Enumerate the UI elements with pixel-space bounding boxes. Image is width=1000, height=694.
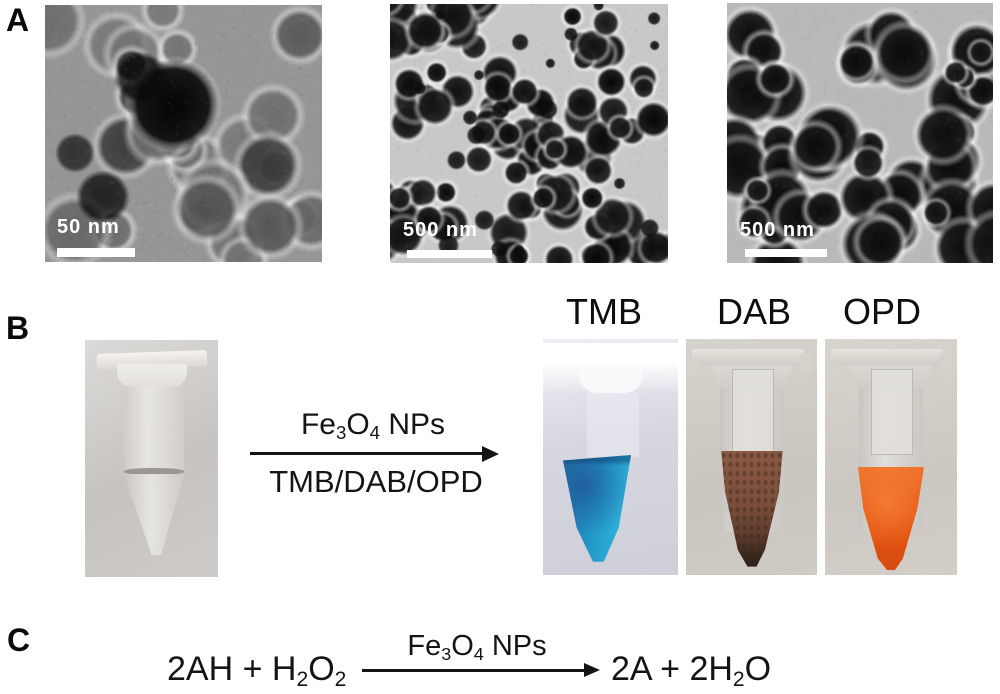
reaction-arrow — [250, 452, 483, 455]
equation-subscript: 2 — [334, 667, 347, 691]
arrowhead-icon — [584, 663, 600, 677]
tube-label-tmb: TMB — [566, 291, 642, 332]
reaction-catalyst-label: Fe3O4 NPs — [301, 408, 445, 443]
tube-cap-tab — [939, 353, 952, 373]
dab-brown-liquid — [721, 451, 783, 567]
tube-cap — [692, 349, 804, 366]
catalyst-text: NPs — [380, 408, 446, 441]
tmb-blue-liquid — [563, 455, 631, 562]
scalebar-label: 500 nm — [403, 219, 478, 241]
catalyst-text: O — [346, 408, 370, 441]
equation-text: 2AH + H — [167, 650, 297, 688]
equation-arrow — [362, 669, 586, 672]
photo-clear-tube — [85, 340, 218, 577]
equation-lhs: 2AH + H2O2 — [167, 650, 347, 691]
tem-image-2 — [390, 4, 668, 263]
catalyst-subscript: 4 — [473, 644, 484, 665]
tube-cap-tab — [827, 360, 839, 374]
catalyst-text: O — [451, 630, 474, 662]
catalyst-subscript: 3 — [335, 422, 347, 444]
tube-label-dab: DAB — [716, 291, 792, 332]
tem-panel-1: 50 nm — [45, 5, 322, 262]
tube-inner — [871, 369, 913, 455]
tube-label-opd: OPD — [842, 291, 922, 332]
tube-body — [124, 386, 184, 472]
tube-cap-tab — [688, 360, 700, 374]
photo-dab-tube — [686, 339, 817, 575]
tem-image-1 — [45, 5, 322, 262]
tem-image-3 — [727, 3, 993, 263]
catalyst-subscript: 3 — [441, 644, 452, 665]
panel-c-label: C — [7, 622, 31, 658]
tem-panel-2: 500 nm — [390, 4, 668, 263]
scalebar — [407, 250, 492, 258]
tem-panel-3: 500 nm — [727, 3, 993, 263]
equation-rhs: 2A + 2H2O — [611, 650, 772, 691]
photo-opd-tube — [825, 339, 957, 575]
scalebar-label: 50 nm — [57, 216, 120, 238]
panel-b-label: B — [6, 310, 30, 346]
reaction-substrates-label: TMB/DAB/OPD — [269, 464, 483, 499]
tube-cone — [124, 474, 184, 555]
tube-cap — [831, 349, 943, 366]
catalyst-text: Fe — [300, 408, 336, 441]
catalyst-text: NPs — [483, 630, 547, 662]
equation-text: O — [744, 650, 772, 688]
equation-catalyst-label: Fe3O4 NPs — [407, 630, 547, 665]
tube-cap-tab — [800, 353, 813, 373]
tube-body — [587, 393, 639, 457]
equation-text: O — [308, 650, 335, 688]
tube-cap-dome — [117, 364, 187, 388]
equation-subscript: 2 — [732, 667, 745, 691]
opd-orange-liquid — [858, 467, 924, 570]
equation-text: 2A + 2H — [611, 650, 733, 688]
scalebar-label: 500 nm — [740, 219, 815, 241]
photo-tmb-tube — [543, 339, 678, 575]
arrowhead-icon — [482, 446, 499, 462]
liquid-meniscus — [124, 468, 184, 475]
equation-subscript: 2 — [296, 667, 309, 691]
scalebar — [745, 249, 827, 257]
scalebar — [57, 248, 135, 257]
tube-inner — [732, 369, 774, 455]
catalyst-subscript: 4 — [369, 422, 381, 444]
tube-cap-dome — [579, 367, 643, 393]
catalyst-text: Fe — [407, 630, 442, 662]
panel-a-label: A — [6, 2, 30, 38]
